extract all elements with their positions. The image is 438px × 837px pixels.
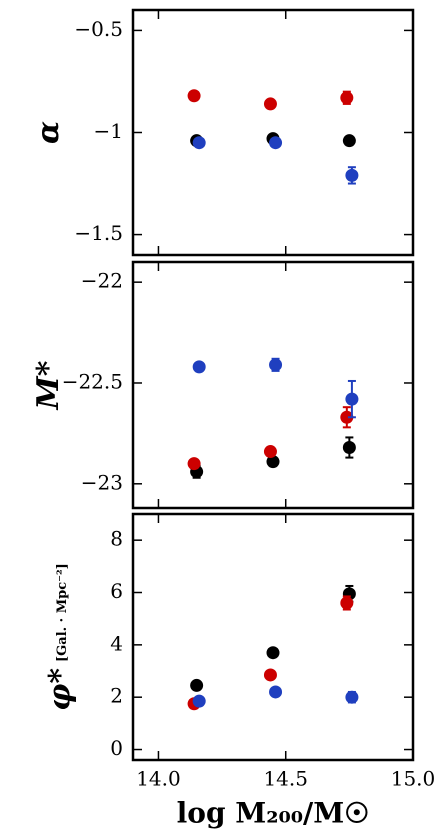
y-axis-label: M* [31,360,66,410]
point [342,441,356,455]
point [192,136,206,150]
point [263,97,277,111]
point [269,685,283,699]
point [192,360,206,374]
point [266,646,280,660]
y-tick-label: 2 [110,684,123,708]
plot-frame [131,260,415,510]
x-tick-label: 14.5 [263,767,308,791]
point [340,91,354,105]
y-tick-label: −0.5 [74,17,123,41]
y-tick-label: −22.5 [62,369,123,393]
y-tick-label: 8 [110,527,123,551]
y-label-main: M* [31,360,66,410]
y-tick-label: −1.5 [74,221,123,245]
point [269,136,283,150]
point [269,358,283,372]
y-tick-label: −22 [81,269,123,293]
y-tick-label: 6 [110,579,123,603]
y-tick-label: −1 [94,119,123,143]
y-axis-label: α [31,121,66,144]
y-tick-label: 0 [110,736,123,760]
point [192,694,206,708]
point [340,410,354,424]
y-axis-label: φ* [Gal. · Mpc⁻²] [43,563,78,711]
plot-frame [131,512,415,762]
point [340,596,354,610]
point [345,690,359,704]
y-label-main: α [31,121,66,144]
point [190,678,204,692]
point [345,392,359,406]
y-label-main: φ* [43,668,78,711]
y-tick-label: −23 [81,470,123,494]
x-axis-label: log M₂₀₀/M☉ [177,797,370,830]
point [187,457,201,471]
y-label-units: [Gal. · Mpc⁻²] [55,563,70,662]
point [263,668,277,682]
x-tick-label: 14.0 [136,767,181,791]
point [263,445,277,459]
point [266,455,280,469]
point [345,168,359,182]
y-tick-label: 4 [110,631,123,655]
x-tick-label: 15.0 [391,767,436,791]
point [342,134,356,148]
point [187,89,201,103]
